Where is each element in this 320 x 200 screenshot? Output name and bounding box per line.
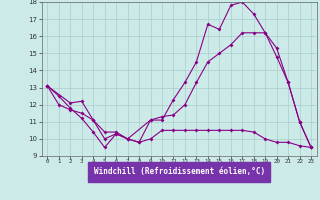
X-axis label: Windchill (Refroidissement éolien,°C): Windchill (Refroidissement éolien,°C) xyxy=(94,167,265,176)
